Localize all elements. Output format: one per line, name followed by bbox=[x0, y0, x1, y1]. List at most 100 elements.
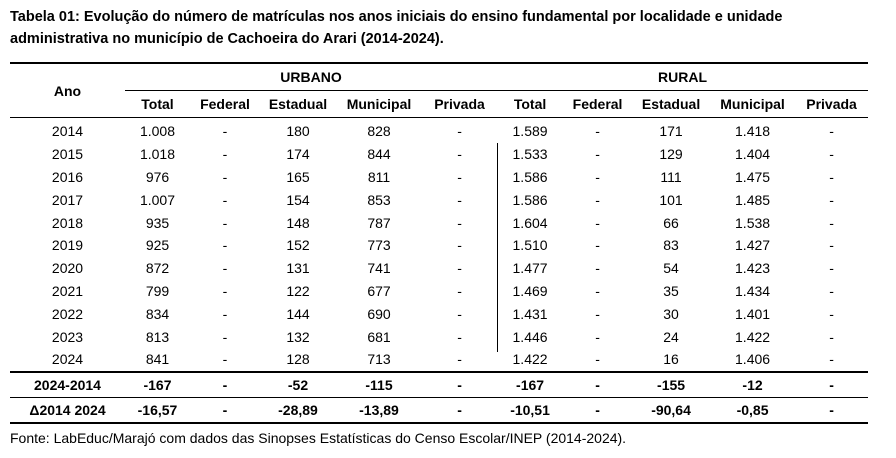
table-cell: 787 bbox=[367, 214, 391, 231]
table-cell: 2020 bbox=[51, 260, 84, 277]
summary-cell: - bbox=[563, 396, 633, 424]
table-cell: - bbox=[222, 237, 228, 254]
table-cell: 1.477 bbox=[512, 260, 548, 277]
table-cell: - bbox=[222, 328, 228, 345]
table-cell: - bbox=[829, 123, 834, 140]
table-cell: - bbox=[595, 305, 600, 322]
summary-cell: - bbox=[795, 396, 869, 424]
table-row: 2015 1.018 - 174 844 - 1.533 - 129 1.404 - bbox=[10, 143, 868, 166]
table-cell: 16 bbox=[663, 351, 679, 368]
table-cell: 54 bbox=[663, 260, 679, 277]
table-row: 2020 872 - 131 741 - 1.477 - 54 1.423 - bbox=[10, 257, 868, 280]
table-cell: 1.485 bbox=[735, 191, 771, 208]
table-cell: 713 bbox=[367, 351, 391, 368]
table-cell: 66 bbox=[663, 214, 679, 231]
table-cell: - bbox=[595, 214, 600, 231]
table-row: 2016 976 - 165 811 - 1.586 - 111 1.475 - bbox=[10, 166, 868, 189]
table-cell: 129 bbox=[659, 146, 683, 163]
summary-cell: - bbox=[795, 370, 869, 398]
table-cell: 1.007 bbox=[139, 191, 176, 208]
table-cell: - bbox=[457, 146, 462, 163]
summary-cell: -52 bbox=[260, 370, 336, 398]
table-cell: 35 bbox=[663, 282, 679, 299]
table-cell: 101 bbox=[659, 191, 683, 208]
table-cell: - bbox=[222, 123, 228, 140]
table-cell: 2014 bbox=[51, 123, 84, 140]
table-cell: 132 bbox=[286, 328, 310, 345]
summary-cell: - bbox=[422, 370, 498, 398]
table-row: 2023 813 - 132 681 - 1.446 - 24 1.422 - bbox=[10, 325, 868, 348]
table-cell: - bbox=[222, 305, 228, 322]
table-cell: - bbox=[457, 305, 462, 322]
table-cell: 1.404 bbox=[735, 146, 771, 163]
column-header: Federal bbox=[190, 90, 260, 118]
table-cell: - bbox=[829, 328, 834, 345]
table-cell: 152 bbox=[286, 237, 310, 254]
table-cell: - bbox=[829, 260, 834, 277]
table-cell: 174 bbox=[286, 146, 310, 163]
table-cell: 844 bbox=[367, 146, 391, 163]
table-cell: - bbox=[595, 260, 600, 277]
table-title: Tabela 01: Evolução do número de matrícu… bbox=[10, 9, 783, 47]
table-cell: - bbox=[829, 305, 834, 322]
table-cell: - bbox=[829, 168, 834, 185]
table-cell: - bbox=[595, 191, 600, 208]
table-cell: - bbox=[595, 168, 600, 185]
summary-cell: - bbox=[563, 370, 633, 398]
table-cell: 154 bbox=[286, 191, 310, 208]
table-cell: 1.018 bbox=[139, 146, 176, 163]
table-cell: - bbox=[457, 351, 462, 368]
table-cell: 30 bbox=[663, 305, 679, 322]
table-cell: - bbox=[595, 328, 600, 345]
summary-cell: -16,57 bbox=[125, 396, 190, 424]
summary-row: Δ2014 2024 -16,57- -28,89 -13,89- -10,51- -90… bbox=[10, 396, 869, 424]
table-cell: - bbox=[457, 168, 462, 185]
table-cell: 165 bbox=[286, 168, 310, 185]
table-row: 2019 925 - 152 773 - 1.510 - 83 1.427 - bbox=[10, 234, 868, 257]
table-cell: - bbox=[222, 260, 228, 277]
column-header: Total bbox=[497, 90, 564, 118]
summary-cell: -10,51 bbox=[497, 396, 564, 424]
table-cell: 681 bbox=[367, 328, 391, 345]
table-cell: - bbox=[222, 146, 228, 163]
summary-cell: -167 bbox=[125, 370, 190, 398]
table-cell: 799 bbox=[145, 282, 170, 299]
table-cell: - bbox=[829, 351, 834, 368]
summary-cell: -115 bbox=[336, 370, 422, 398]
table-cell: 1.589 bbox=[512, 123, 548, 140]
source-note: Fonte: LabEduc/Marajó com dados das Sino… bbox=[10, 430, 627, 446]
table-cell: 1.401 bbox=[735, 305, 771, 322]
table-cell: 841 bbox=[145, 351, 170, 368]
table-cell: - bbox=[829, 146, 834, 163]
column-header: Municipal bbox=[336, 90, 422, 118]
column-header: Total bbox=[125, 90, 190, 118]
table-cell: - bbox=[457, 123, 462, 140]
table-cell: 872 bbox=[145, 260, 170, 277]
table-cell: - bbox=[457, 260, 462, 277]
table-cell: 925 bbox=[145, 237, 170, 254]
table-cell: 813 bbox=[145, 328, 170, 345]
table-cell: 828 bbox=[367, 123, 391, 140]
table-cell: - bbox=[829, 191, 834, 208]
table-cell: 1.533 bbox=[512, 146, 548, 163]
table-cell: 1.469 bbox=[512, 282, 548, 299]
column-header: Privada bbox=[422, 90, 498, 118]
table-cell: 811 bbox=[367, 168, 391, 185]
table-cell: - bbox=[222, 351, 228, 368]
table-cell: 773 bbox=[367, 237, 391, 254]
table-cell: 2024 bbox=[51, 351, 84, 368]
table-cell: 2018 bbox=[51, 214, 84, 231]
table-cell: 1.604 bbox=[512, 214, 548, 231]
summary-cell: - bbox=[190, 370, 260, 398]
table-cell: - bbox=[457, 328, 462, 345]
stray-line bbox=[497, 143, 498, 352]
summary-row: 2024-2014 -167- -52 -115- -167- -155 -12- bbox=[10, 370, 869, 398]
table-cell: - bbox=[829, 214, 834, 231]
column-header: Federal bbox=[563, 90, 633, 118]
table-cell: 1.538 bbox=[735, 214, 771, 231]
table-cell: 1.418 bbox=[735, 123, 771, 140]
table-row: 2024 841 - 128 713 - 1.422 - 16 1.406 - bbox=[10, 348, 868, 372]
summary-cell: -155 bbox=[632, 370, 711, 398]
table-cell: - bbox=[595, 146, 600, 163]
